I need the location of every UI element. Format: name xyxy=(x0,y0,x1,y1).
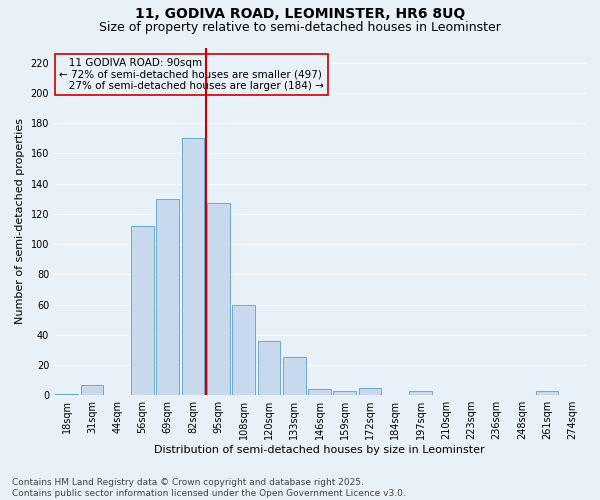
Text: 11, GODIVA ROAD, LEOMINSTER, HR6 8UQ: 11, GODIVA ROAD, LEOMINSTER, HR6 8UQ xyxy=(135,8,465,22)
Bar xyxy=(308,389,331,395)
Bar xyxy=(283,358,305,395)
Y-axis label: Number of semi-detached properties: Number of semi-detached properties xyxy=(15,118,25,324)
Bar xyxy=(157,198,179,395)
Bar xyxy=(80,384,103,395)
Bar xyxy=(359,388,382,395)
Bar xyxy=(55,394,78,395)
X-axis label: Distribution of semi-detached houses by size in Leominster: Distribution of semi-detached houses by … xyxy=(154,445,485,455)
Bar xyxy=(232,304,255,395)
Text: 11 GODIVA ROAD: 90sqm
← 72% of semi-detached houses are smaller (497)
   27% of : 11 GODIVA ROAD: 90sqm ← 72% of semi-deta… xyxy=(59,58,324,91)
Text: Size of property relative to semi-detached houses in Leominster: Size of property relative to semi-detach… xyxy=(99,21,501,34)
Bar xyxy=(207,203,230,395)
Text: Contains HM Land Registry data © Crown copyright and database right 2025.
Contai: Contains HM Land Registry data © Crown c… xyxy=(12,478,406,498)
Bar xyxy=(536,390,559,395)
Bar xyxy=(257,341,280,395)
Bar xyxy=(131,226,154,395)
Bar xyxy=(182,138,205,395)
Bar xyxy=(334,390,356,395)
Bar xyxy=(409,390,432,395)
